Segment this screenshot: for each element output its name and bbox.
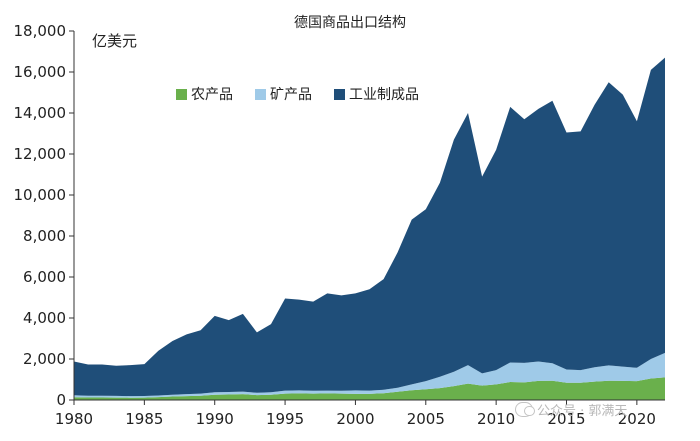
x-tick-label: 1980	[55, 410, 93, 428]
area-series-2	[74, 57, 665, 397]
x-tick-label: 2020	[618, 410, 656, 428]
y-tick-label: 2,000	[23, 350, 66, 368]
legend-swatch-agriculture	[176, 88, 187, 100]
legend-label-manufactured: 工业制成品	[349, 87, 419, 103]
x-tick-label: 2005	[407, 410, 445, 428]
y-tick-label: 18,000	[14, 22, 67, 40]
x-tick-label: 1990	[196, 410, 234, 428]
x-tick-label: 2000	[336, 410, 374, 428]
y-ticks: 0 2,000 4,000 6,000 8,000 10,000 12,000 14,000 1…	[14, 22, 74, 409]
area-series-1	[74, 352, 665, 398]
watermark-text: 公众号 · 郭满天	[537, 404, 628, 419]
y-tick-label: 14,000	[14, 104, 67, 122]
legend-swatch-minerals	[255, 88, 266, 100]
y-tick-label: 6,000	[23, 268, 66, 286]
y-tick-label: 0	[56, 391, 66, 409]
y-tick-label: 8,000	[23, 227, 66, 245]
x-tick-label: 1995	[266, 410, 304, 428]
y-tick-label: 12,000	[14, 145, 67, 163]
legend-label-minerals: 矿产品	[270, 87, 312, 103]
y-tick-label: 10,000	[14, 186, 67, 204]
x-tick-label: 1985	[125, 410, 163, 428]
legend-item-agriculture: 农产品	[176, 84, 233, 104]
stacked-areas	[74, 57, 665, 400]
y-axis-unit-label: 亿美元	[92, 32, 138, 50]
legend-label-agriculture: 农产品	[191, 87, 233, 103]
x-tick-label: 2015	[547, 410, 585, 428]
wechat-icon	[515, 402, 535, 417]
x-ticks: 1980 1985 1990 1995 2000 2005 2010 2015 2020	[55, 400, 656, 428]
legend-swatch-manufactured	[334, 88, 345, 100]
y-tick-label: 4,000	[23, 309, 66, 327]
legend-item-manufactured: 工业制成品	[334, 84, 419, 104]
watermark: 公众号 · 郭满天	[515, 400, 627, 419]
chart-title: 德国商品出口结构	[294, 15, 406, 31]
area-series-0	[74, 377, 665, 400]
y-tick-label: 16,000	[14, 63, 67, 81]
legend-item-minerals: 矿产品	[255, 84, 312, 104]
legend: 农产品 矿产品 工业制成品	[176, 84, 419, 104]
x-tick-label: 2010	[477, 410, 515, 428]
